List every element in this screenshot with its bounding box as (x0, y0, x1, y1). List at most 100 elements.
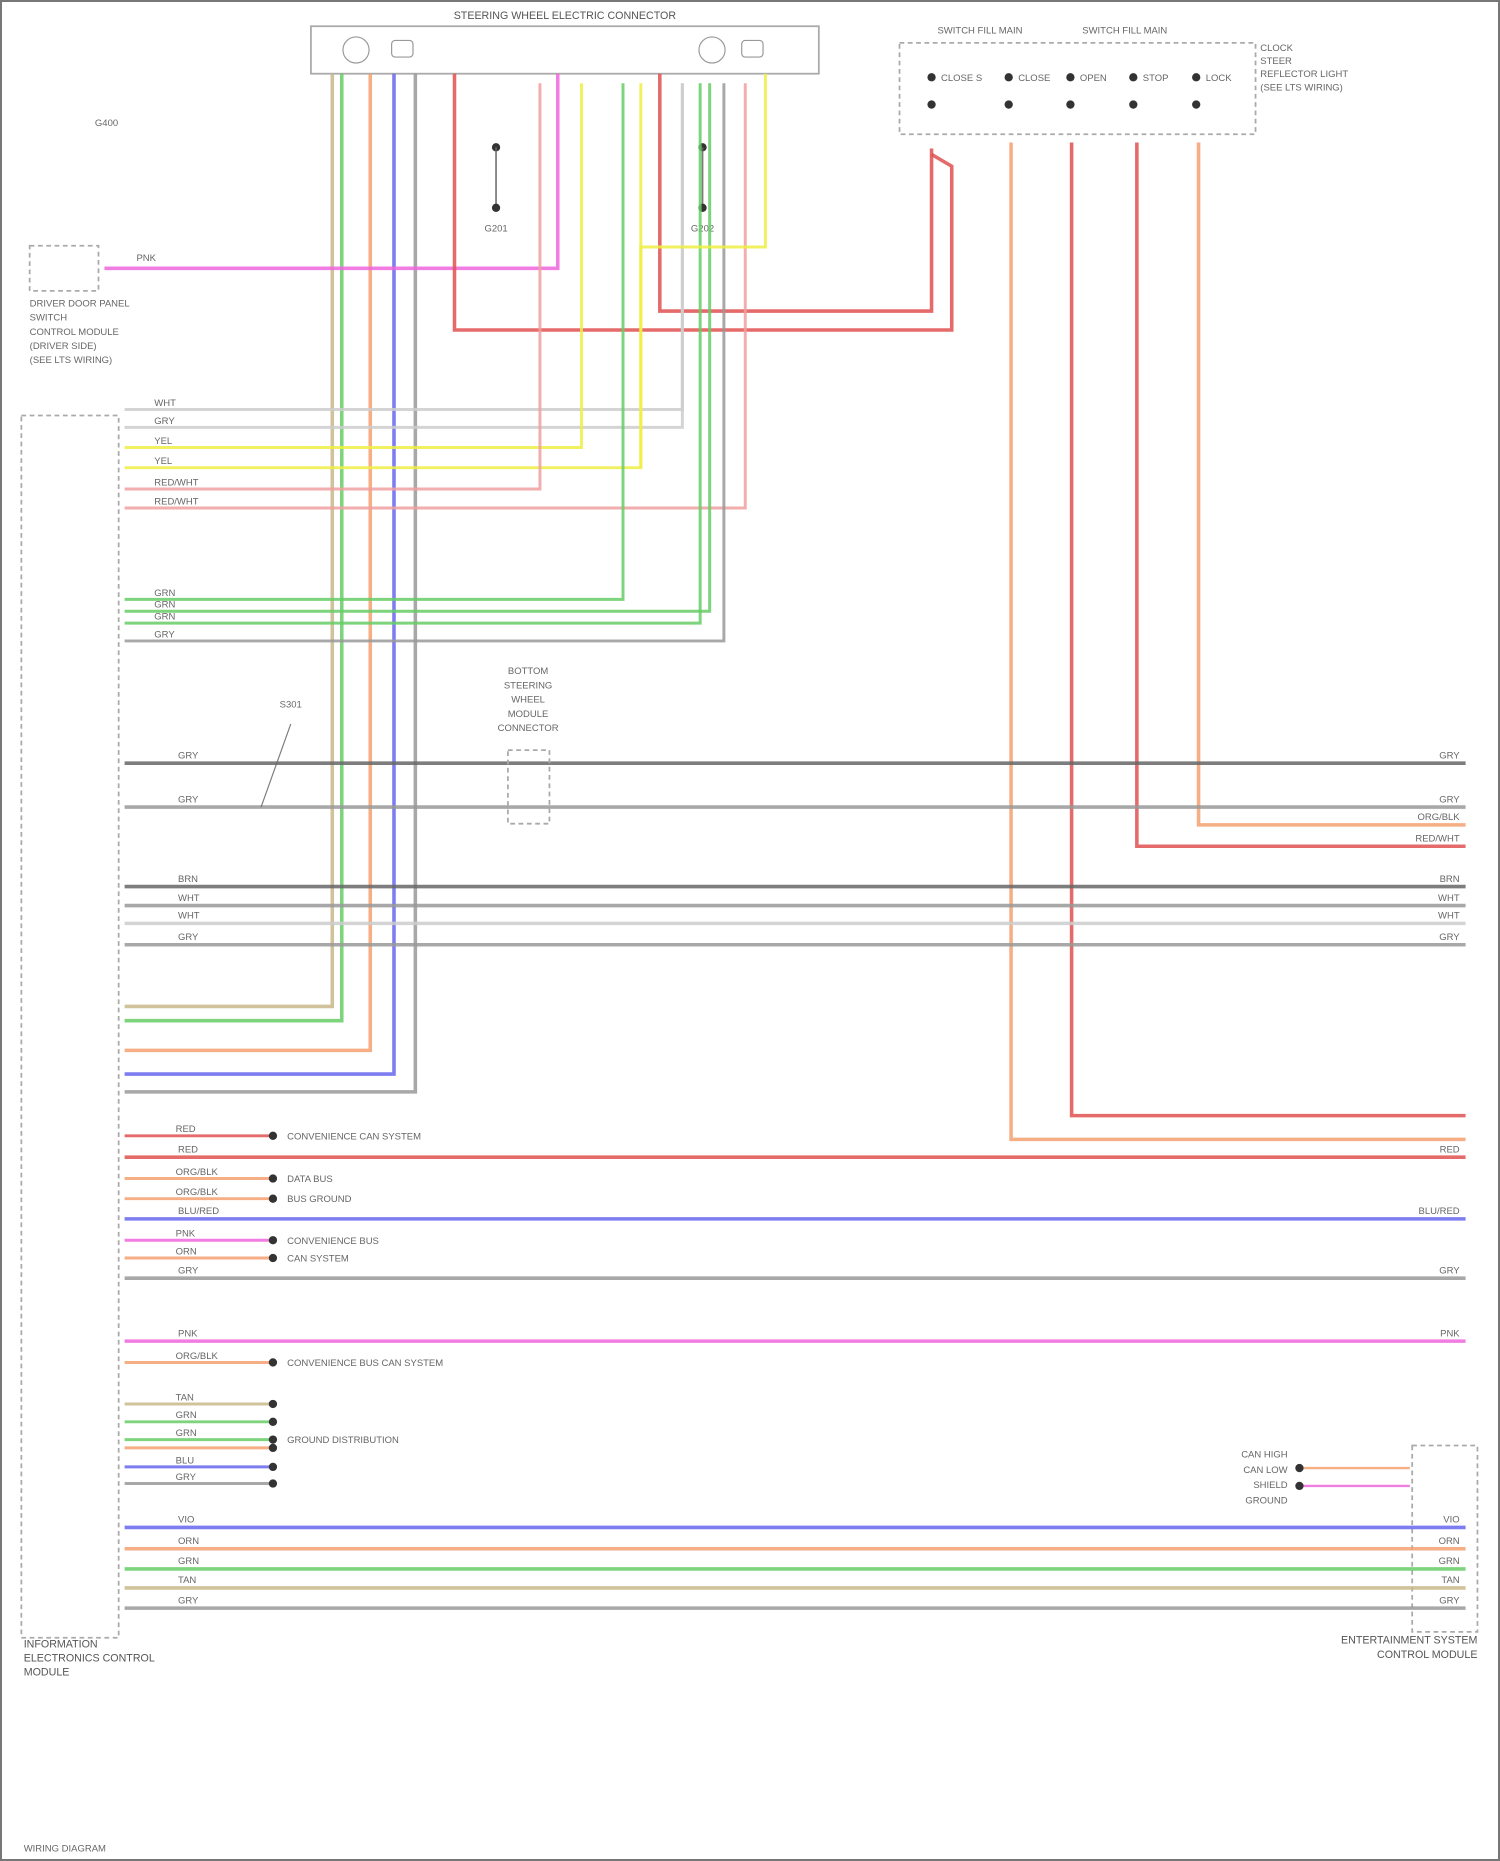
switch-side-label: STEER (1260, 56, 1292, 67)
switch-contact (1129, 100, 1138, 109)
wire-label: PNK (1440, 1328, 1460, 1339)
right-module-label: CONTROL MODULE (1377, 1649, 1477, 1661)
wire-label: GRN (154, 600, 175, 611)
wire-gray (124, 73, 418, 1094)
wire-green (124, 83, 702, 625)
steering-wheel-connector (310, 25, 820, 75)
wire-label: GRY (178, 750, 199, 761)
wire-lightred (124, 83, 747, 510)
wire-label: GRN (176, 1410, 197, 1421)
wire-label: BLU (176, 1455, 195, 1466)
switch-contact (927, 73, 936, 82)
right-module-pin-label: CAN LOW (1243, 1465, 1287, 1476)
wire-label: GRY (154, 416, 175, 427)
destination-label: BUS GROUND (287, 1194, 351, 1205)
wire-red (658, 73, 934, 313)
entertainment-control-module (1411, 1444, 1479, 1633)
wire-label: BLU/RED (1419, 1206, 1460, 1217)
diagram-title: STEERING WHEEL ELECTRIC CONNECTOR (454, 10, 677, 22)
wire-label: ORG/BLK (176, 1351, 219, 1362)
connector-dot (268, 1435, 278, 1444)
wire-label: PNK (178, 1328, 198, 1339)
splice-label: S301 (280, 699, 302, 710)
wire-label: GRY (1439, 794, 1460, 805)
wire-label: YEL (154, 436, 172, 447)
switch-contact (1066, 73, 1075, 82)
horn-switch-icon (342, 36, 370, 64)
wire-label: BRN (178, 874, 198, 885)
connector-dot (268, 1358, 278, 1367)
wire-label: RED (176, 1124, 196, 1135)
wire-label: GRN (1439, 1556, 1460, 1567)
wire-yellow (124, 83, 583, 449)
center-component-label: CONNECTOR (498, 723, 559, 734)
switch-group-label: SWITCH FILL MAIN (1082, 25, 1167, 36)
connector-dot (268, 1174, 278, 1183)
wire-light (124, 83, 684, 412)
wire-label: ORN (1439, 1536, 1460, 1547)
wire-label: ORN (178, 1536, 199, 1547)
wire-label: WHT (1438, 911, 1460, 922)
wire-label: GRY (178, 1265, 199, 1276)
switch-name: LOCK (1206, 73, 1233, 84)
center-component-label: BOTTOM (508, 666, 548, 677)
wire-gray (124, 83, 726, 643)
wire-label: VIO (178, 1515, 194, 1526)
wire-label: RED/WHT (154, 496, 198, 507)
wire-orange (1196, 142, 1466, 827)
wire-label: WHT (178, 893, 200, 904)
horn-switch-icon (698, 36, 726, 64)
connector-dot (268, 1417, 278, 1426)
wire-label: VIO (1443, 1515, 1459, 1526)
switch-contact (1004, 73, 1013, 82)
wire-label: GRY (178, 1595, 199, 1606)
driver-door-module-label: SWITCH (30, 313, 68, 324)
wire-label: ORG/BLK (1417, 812, 1460, 823)
wire-label: GRN (176, 1428, 197, 1439)
wire-label: GRN (154, 612, 175, 623)
connector-dot (268, 1443, 278, 1453)
clock-spring-icon (391, 39, 414, 58)
switch-contact (1192, 100, 1201, 109)
switch-group-label: SWITCH FILL MAIN (937, 25, 1022, 36)
leader-line (260, 723, 292, 808)
wire-label: GRY (1439, 1595, 1460, 1606)
right-module-pin-label: CAN HIGH (1241, 1449, 1288, 1460)
wire-label: TAN (178, 1575, 196, 1586)
wire-green (124, 83, 625, 601)
clock-spring-icon (741, 39, 764, 58)
wire-label: TAN (1441, 1575, 1459, 1586)
wire-label: TAN (176, 1392, 194, 1403)
switch-side-label: REFLECTOR LIGHT (1260, 69, 1348, 80)
switch-name: OPEN (1080, 73, 1107, 84)
wire-label: GRY (178, 794, 199, 805)
switch-contact (1066, 100, 1075, 109)
wire-label: ORG/BLK (176, 1187, 219, 1198)
wire-green (124, 73, 344, 1023)
connector-dot (268, 1236, 278, 1245)
wire-label: RED/WHT (1415, 833, 1459, 844)
wire-label: WHT (178, 911, 200, 922)
center-component-label: STEERING (504, 680, 552, 691)
destination-label: DATA BUS (287, 1174, 333, 1185)
driver-door-module-label: (SEE LTS WIRING) (30, 355, 113, 366)
wire-label: PNK (136, 253, 156, 264)
wire-label: RED (178, 1144, 198, 1155)
wire-orange (1009, 142, 1466, 1142)
ground-label: G201 (484, 224, 507, 235)
right-module-pin-label: SHIELD (1253, 1480, 1287, 1491)
wire-label: WHT (154, 398, 176, 409)
wire-orange (124, 73, 373, 1053)
destination-label: CONVENIENCE BUS (287, 1236, 379, 1247)
component-note: G400 (95, 118, 118, 129)
wire-label: GRY (1439, 932, 1460, 943)
wire-label: GRY (1439, 1265, 1460, 1276)
wire-pink (104, 73, 560, 271)
wire-blue (124, 73, 396, 1076)
left-module-label: MODULE (24, 1667, 70, 1679)
switch-side-label: CLOCK (1260, 43, 1293, 54)
right-module-pin-label: GROUND (1245, 1496, 1287, 1507)
connector-dot (268, 1194, 278, 1203)
connector-dot (268, 1131, 278, 1140)
